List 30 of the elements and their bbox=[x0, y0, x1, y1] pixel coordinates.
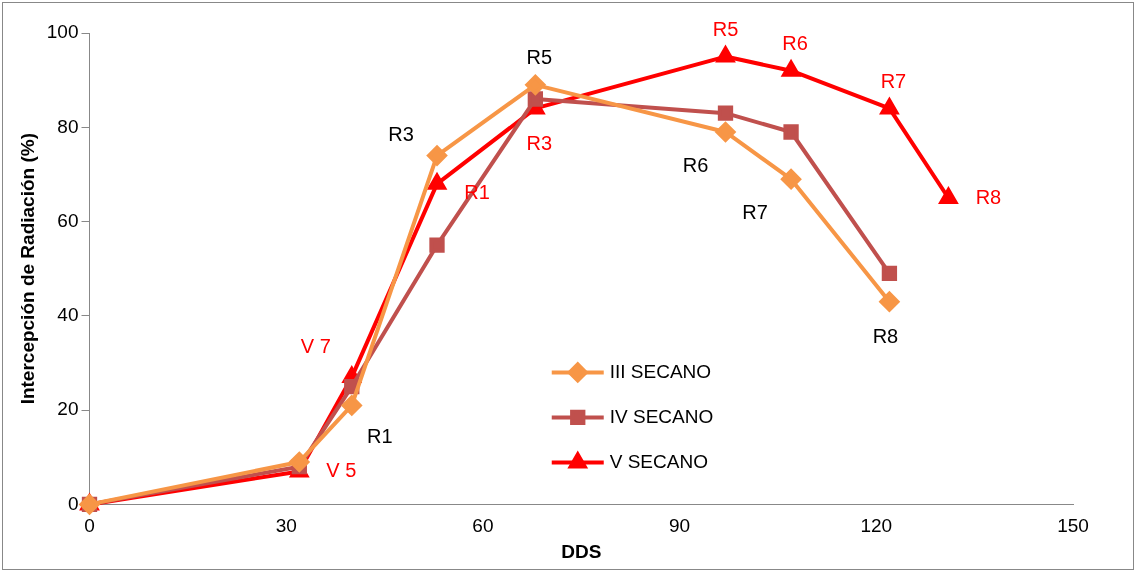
y-tick-label: 60 bbox=[57, 209, 79, 231]
annotation: R3 bbox=[526, 131, 553, 154]
legend-label: V SECANO bbox=[609, 450, 708, 472]
annotation: R6 bbox=[682, 153, 709, 176]
annotation: R6 bbox=[782, 32, 808, 55]
y-tick-label: 80 bbox=[57, 115, 79, 137]
y-tick-label: 100 bbox=[46, 21, 79, 43]
x-tick-label: 30 bbox=[275, 515, 297, 537]
y-tick-label: 40 bbox=[57, 304, 79, 326]
x-tick-label: 60 bbox=[472, 515, 494, 537]
x-axis-title: DDS bbox=[561, 540, 602, 562]
x-tick-label: 150 bbox=[1057, 515, 1089, 537]
legend-label: IV SECANO bbox=[609, 405, 714, 427]
x-tick-label: 90 bbox=[669, 515, 691, 537]
annotation: R5 bbox=[712, 18, 739, 41]
y-tick-label: 0 bbox=[67, 492, 79, 514]
annotation: R3 bbox=[388, 123, 414, 146]
annotation: R8 bbox=[975, 185, 1002, 208]
x-tick-label: 120 bbox=[860, 515, 893, 537]
legend-label: III SECANO bbox=[609, 360, 712, 382]
y-tick-label: 20 bbox=[57, 398, 79, 420]
annotation: R5 bbox=[526, 46, 553, 69]
annotation: R8 bbox=[872, 325, 899, 348]
y-axis-title: Intercepción de Radiación (%) bbox=[16, 133, 38, 405]
annotation: R7 bbox=[880, 69, 907, 92]
annotation: V 5 bbox=[326, 458, 357, 481]
annotation: R7 bbox=[742, 200, 768, 223]
annotation: R1 bbox=[366, 424, 393, 447]
x-tick-label: 0 bbox=[84, 515, 95, 537]
annotation: V 7 bbox=[300, 334, 331, 357]
